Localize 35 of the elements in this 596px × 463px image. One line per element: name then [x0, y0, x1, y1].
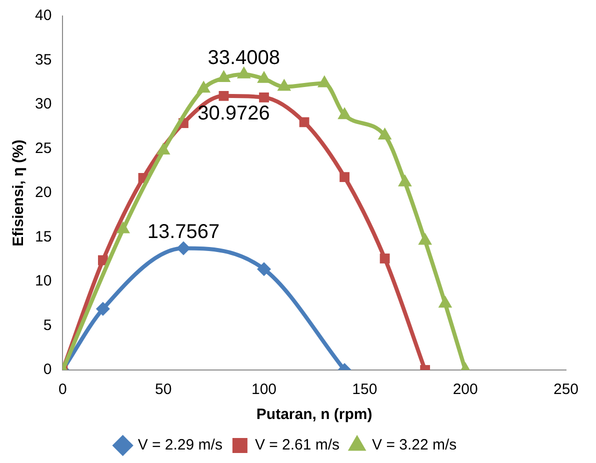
point — [438, 296, 452, 308]
y-tick-label: 20 — [34, 184, 52, 202]
y-tick-label: 25 — [34, 140, 52, 157]
y-tick-label: 40 — [34, 7, 52, 24]
data-label: 13.7567 — [147, 220, 220, 243]
point — [418, 232, 432, 245]
y-tick-label: 35 — [34, 51, 52, 68]
point — [277, 78, 292, 91]
x-tick-label: 200 — [452, 381, 478, 398]
data-label: 33.4008 — [208, 46, 280, 69]
point — [398, 174, 412, 186]
x-tick-label: 100 — [251, 381, 277, 398]
point — [338, 107, 352, 120]
y-tick-label: 0 — [43, 361, 52, 378]
legend-label: V = 2.29 m/s — [138, 436, 222, 454]
x-tick-label: 0 — [58, 381, 67, 398]
point — [196, 80, 211, 93]
point — [317, 75, 332, 88]
y-tick-label: 10 — [34, 272, 52, 290]
y-axis-title: Efisiensi, η (%) — [10, 140, 28, 246]
y-tick-label: 30 — [34, 96, 52, 113]
data-label: 30.9726 — [198, 102, 270, 124]
y-tick-label: 15 — [34, 228, 52, 246]
x-axis-title: Putaran, n (rpm) — [256, 406, 372, 424]
point — [236, 66, 251, 78]
point — [156, 142, 170, 155]
x-tick-label: 250 — [553, 381, 579, 398]
point — [116, 221, 130, 234]
x-tick-label: 150 — [352, 381, 378, 398]
point — [378, 127, 392, 140]
y-tick-label: 5 — [43, 316, 52, 334]
legend-label: V = 2.61 m/s — [254, 436, 340, 454]
x-tick-label: 50 — [155, 381, 172, 398]
point — [216, 70, 231, 82]
legend-label: V = 3.22 m/s — [372, 436, 457, 454]
